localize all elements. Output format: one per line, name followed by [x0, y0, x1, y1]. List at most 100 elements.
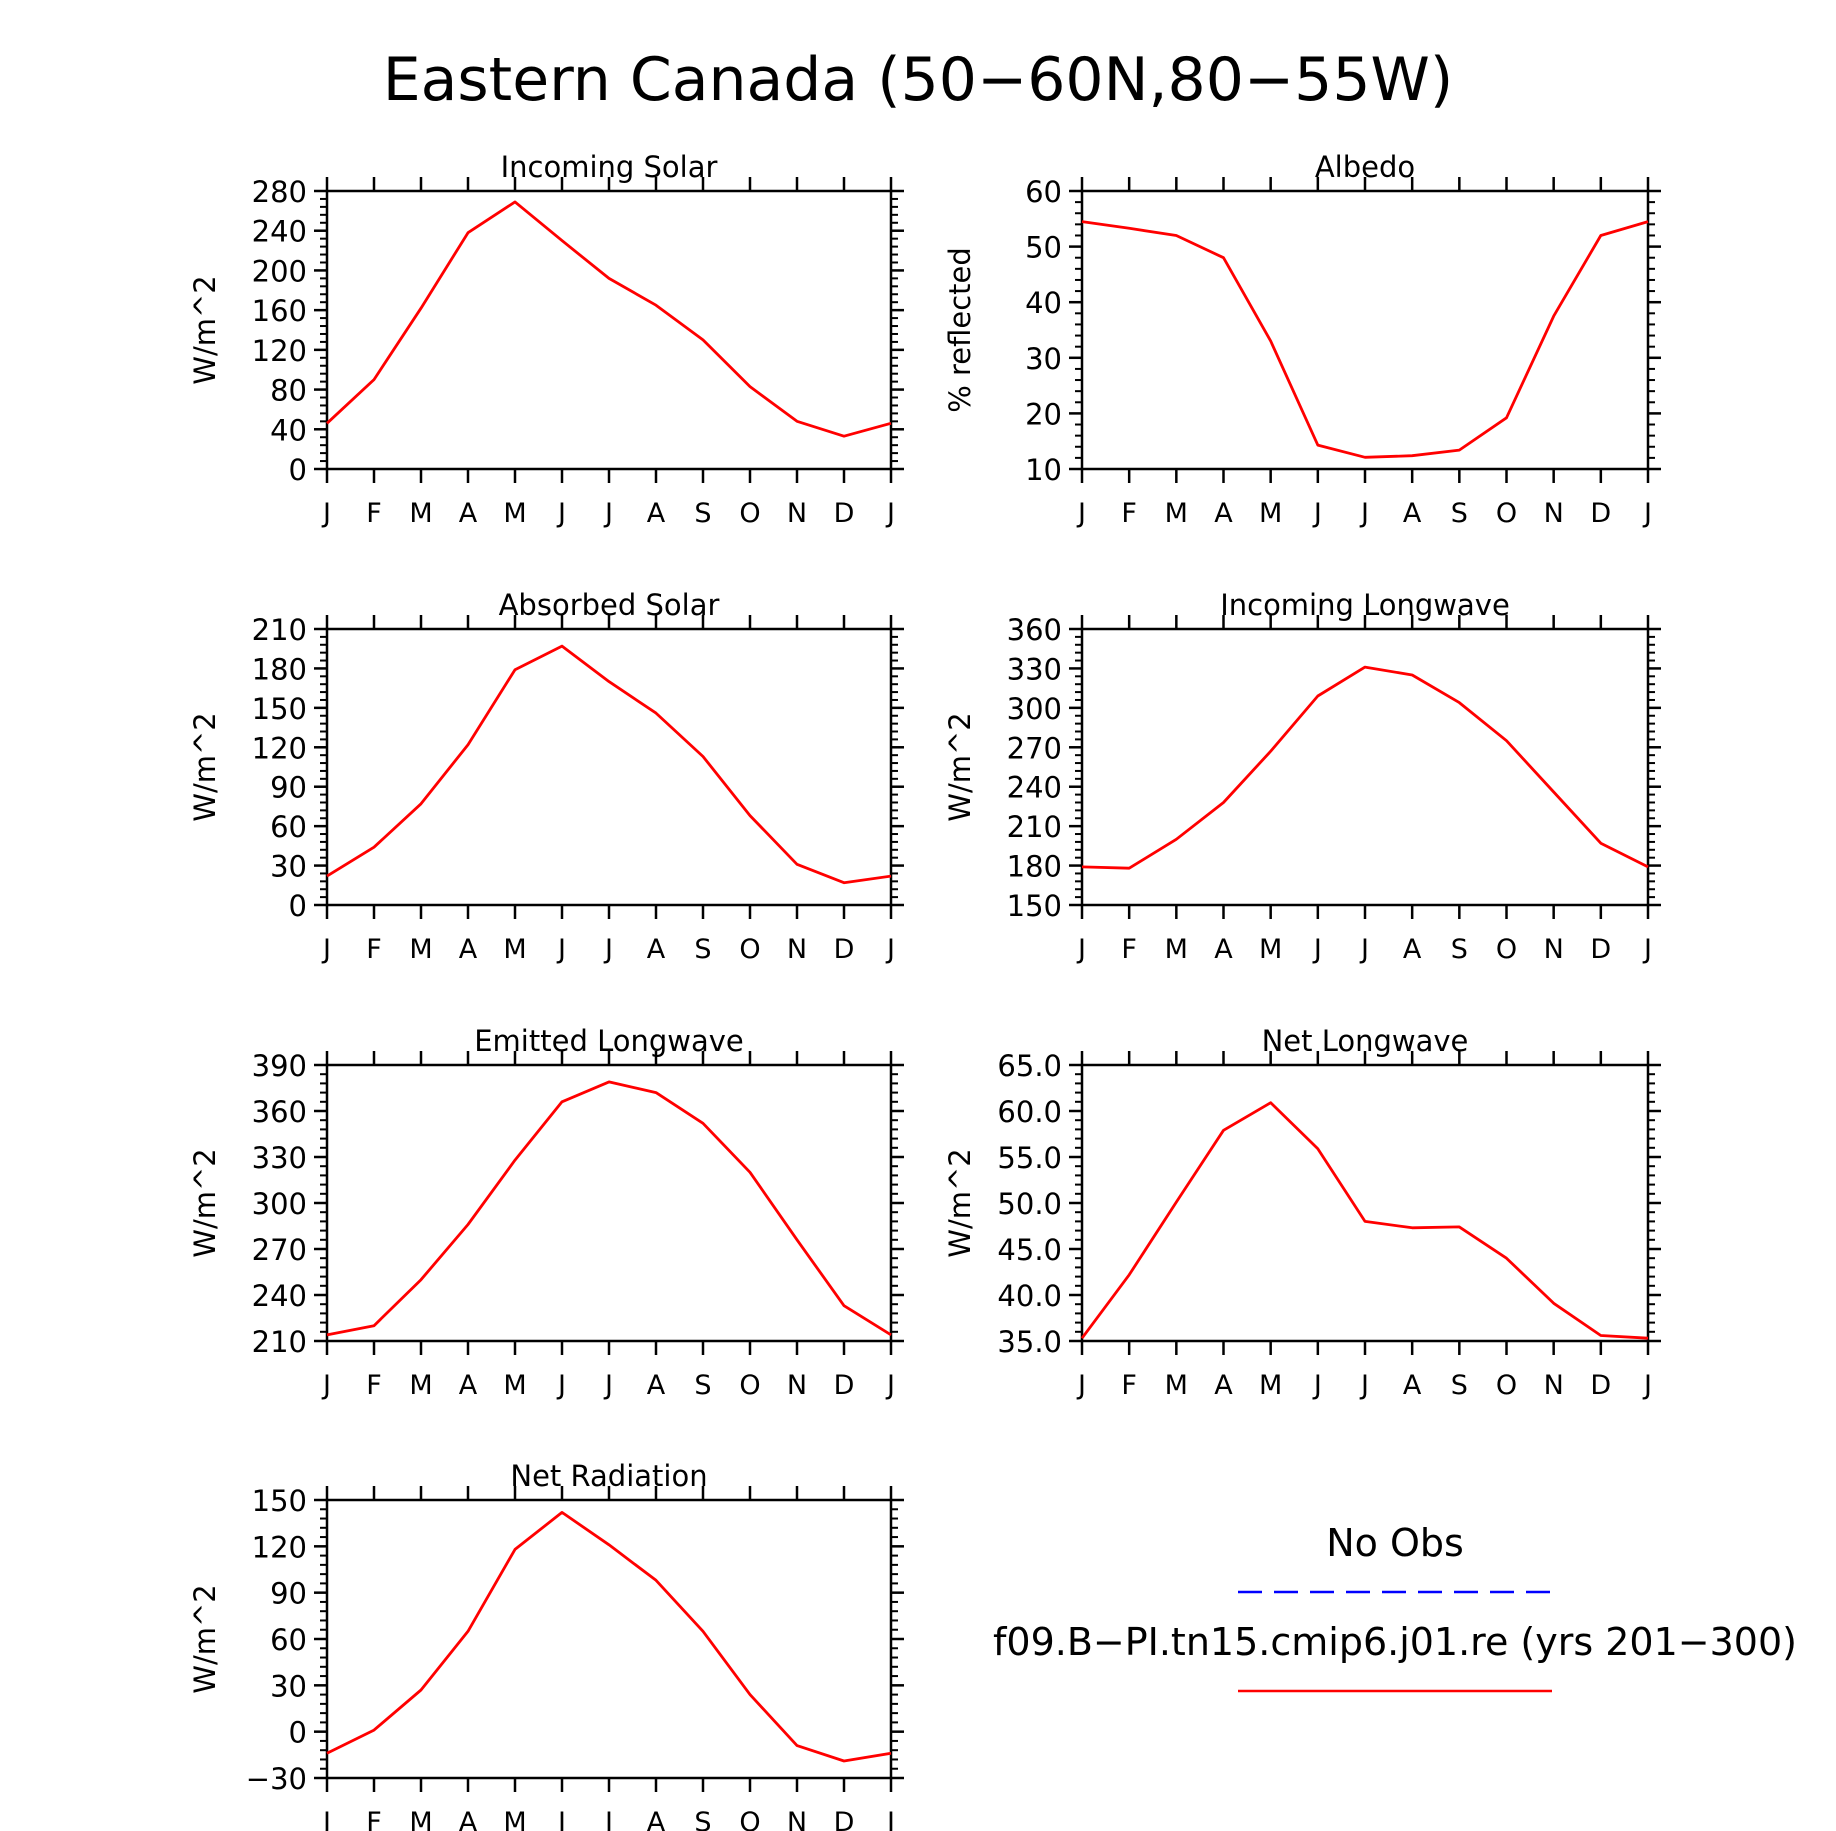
x-tick-label: A	[1403, 1370, 1422, 1401]
y-tick-label: 180	[252, 652, 307, 686]
y-tick-label: 65.0	[997, 1049, 1062, 1083]
x-tick-label: J	[321, 1807, 331, 1831]
x-tick-label: J	[556, 498, 566, 529]
legend-obs-label: No Obs	[1326, 1521, 1464, 1565]
series-line	[1081, 665, 1649, 870]
x-tick-label: M	[503, 934, 526, 965]
x-tick-label: F	[1121, 498, 1137, 529]
legend-model-label: f09.B−PI.tn15.cmip6.j01.re (yrs 201−300)	[993, 1620, 1797, 1664]
x-tick-label: A	[647, 934, 666, 965]
y-tick-label: 90	[270, 771, 307, 805]
y-tick-label: 40	[1025, 286, 1062, 320]
y-tick-label: 40	[270, 413, 307, 447]
x-tick-label: F	[366, 1370, 382, 1401]
x-tick-label: A	[459, 934, 478, 965]
series-line	[326, 644, 892, 885]
x-tick-label: M	[1259, 498, 1282, 529]
x-tick-label: J	[603, 498, 613, 529]
x-tick-label: S	[694, 498, 711, 529]
x-tick-label: M	[409, 1370, 432, 1401]
x-tick-label: J	[885, 1807, 895, 1831]
x-tick-label: M	[1165, 1370, 1188, 1401]
x-tick-label: J	[1312, 498, 1322, 529]
series-line	[326, 1511, 892, 1763]
x-tick-label: M	[1259, 934, 1282, 965]
x-tick-label: N	[1544, 934, 1564, 965]
y-tick-label: 240	[252, 215, 307, 249]
x-tick-label: J	[603, 934, 613, 965]
y-tick-label: 360	[252, 1095, 307, 1129]
x-tick-label: S	[694, 1807, 711, 1831]
x-tick-label: F	[366, 934, 382, 965]
y-tick-label: 60	[270, 810, 307, 844]
x-tick-label: J	[603, 1807, 613, 1831]
x-tick-label: O	[739, 498, 760, 529]
x-tick-label: S	[694, 1370, 711, 1401]
series-line	[1080, 1101, 1649, 1340]
y-tick-label: 45.0	[997, 1233, 1062, 1267]
x-tick-label: O	[739, 1807, 760, 1831]
x-tick-label: J	[556, 1370, 566, 1401]
y-tick-label: 120	[252, 334, 307, 368]
y-tick-label: 150	[252, 1484, 307, 1518]
x-tick-label: S	[1451, 1370, 1468, 1401]
y-tick-label: 270	[252, 1233, 307, 1267]
y-tick-label: 90	[270, 1577, 307, 1611]
y-tick-label: 30	[270, 1669, 307, 1703]
x-tick-label: M	[409, 1807, 432, 1831]
y-tick-label: 360	[1007, 613, 1062, 647]
x-tick-label: M	[409, 934, 432, 965]
x-tick-label: S	[1451, 498, 1468, 529]
x-tick-label: F	[366, 498, 382, 529]
x-tick-label: J	[321, 498, 331, 529]
y-tick-label: 240	[252, 1279, 307, 1313]
x-tick-label: J	[1076, 498, 1086, 529]
x-tick-label: J	[1642, 1370, 1652, 1401]
x-tick-label: N	[787, 934, 807, 965]
x-tick-label: M	[1165, 934, 1188, 965]
x-tick-label: J	[885, 498, 895, 529]
y-tick-label: 120	[252, 1530, 307, 1564]
x-tick-label: N	[787, 1370, 807, 1401]
x-tick-label: A	[1214, 934, 1233, 965]
y-tick-label: 60	[270, 1623, 307, 1657]
x-tick-label: M	[1165, 498, 1188, 529]
x-tick-label: S	[694, 934, 711, 965]
y-axis-label: W/m^2	[943, 1148, 977, 1257]
x-tick-label: F	[1121, 1370, 1137, 1401]
x-tick-label: J	[1076, 934, 1086, 965]
x-tick-label: J	[885, 934, 895, 965]
x-tick-label: J	[1359, 1370, 1369, 1401]
x-tick-label: J	[1312, 1370, 1322, 1401]
y-tick-label: 35.0	[997, 1325, 1062, 1359]
y-tick-label: 150	[1007, 889, 1062, 923]
x-tick-label: D	[834, 1807, 855, 1831]
x-tick-label: J	[1076, 1370, 1086, 1401]
x-tick-label: D	[1590, 934, 1611, 965]
y-axis-label: W/m^2	[188, 712, 222, 821]
y-tick-label: 150	[252, 692, 307, 726]
x-tick-label: A	[1403, 498, 1422, 529]
x-tick-label: O	[739, 934, 760, 965]
x-tick-label: A	[647, 498, 666, 529]
x-tick-label: A	[459, 498, 478, 529]
x-tick-label: S	[1451, 934, 1468, 965]
x-tick-label: F	[366, 1807, 382, 1831]
y-tick-label: 210	[252, 1325, 307, 1359]
y-tick-label: 10	[1025, 453, 1062, 487]
x-tick-label: M	[503, 1370, 526, 1401]
y-axis-label: W/m^2	[188, 275, 222, 384]
x-tick-label: M	[503, 498, 526, 529]
series-line	[326, 1080, 892, 1337]
x-tick-label: J	[556, 1807, 566, 1831]
x-tick-label: O	[1496, 934, 1517, 965]
